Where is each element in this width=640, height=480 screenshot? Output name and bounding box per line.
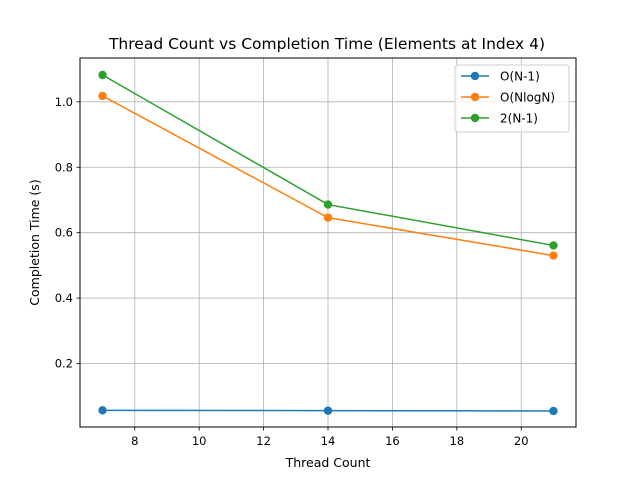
data-point [98,91,107,101]
legend-marker [470,113,480,123]
x-tick-label: 10 [192,434,207,448]
y-axis-ticks: 0.2 0.4 0.6 0.8 1.0 [55,95,80,371]
y-tick-label: 0.6 [55,226,73,240]
data-point [98,70,107,80]
legend-frame [454,64,570,133]
series-group [98,70,558,416]
y-tick-label: 0.4 [55,291,73,305]
x-tick-label: 18 [450,434,465,448]
legend-marker [470,71,480,81]
legend-item: O(N-1) [461,70,540,84]
x-tick-label: 14 [321,434,336,448]
data-point [323,213,333,222]
legend-marker [470,92,480,102]
chart-title: Thread Count vs Completion Time (Element… [108,35,545,53]
series-0 [98,406,558,416]
x-tick-label: 8 [131,434,138,448]
legend: O(N-1) O(NlogN) 2(N-1) [454,64,570,133]
y-axis-label: Completion Time (s) [27,179,42,305]
y-tick-label: 0.2 [55,357,73,371]
grid-lines [80,58,576,427]
x-axis-label: Thread Count [285,455,371,470]
series-1 [98,91,558,260]
data-point [549,406,558,416]
series-2 [98,70,558,250]
legend-label: O(N-1) [500,70,540,84]
data-point [323,406,333,415]
x-tick-label: 16 [385,434,400,448]
x-tick-label: 20 [514,434,529,448]
x-tick-label: 12 [256,434,271,448]
legend-label: O(NlogN) [500,91,555,105]
data-point [323,200,333,209]
x-axis-ticks: 8 10 12 14 16 18 20 [131,427,529,448]
data-point [549,241,558,250]
y-tick-label: 0.8 [55,160,73,174]
legend-label: 2(N-1) [500,112,538,126]
y-tick-label: 1.0 [55,95,73,109]
data-point [549,251,558,260]
legend-item: O(NlogN) [461,91,555,105]
data-point [98,406,107,415]
legend-item: 2(N-1) [461,112,538,126]
